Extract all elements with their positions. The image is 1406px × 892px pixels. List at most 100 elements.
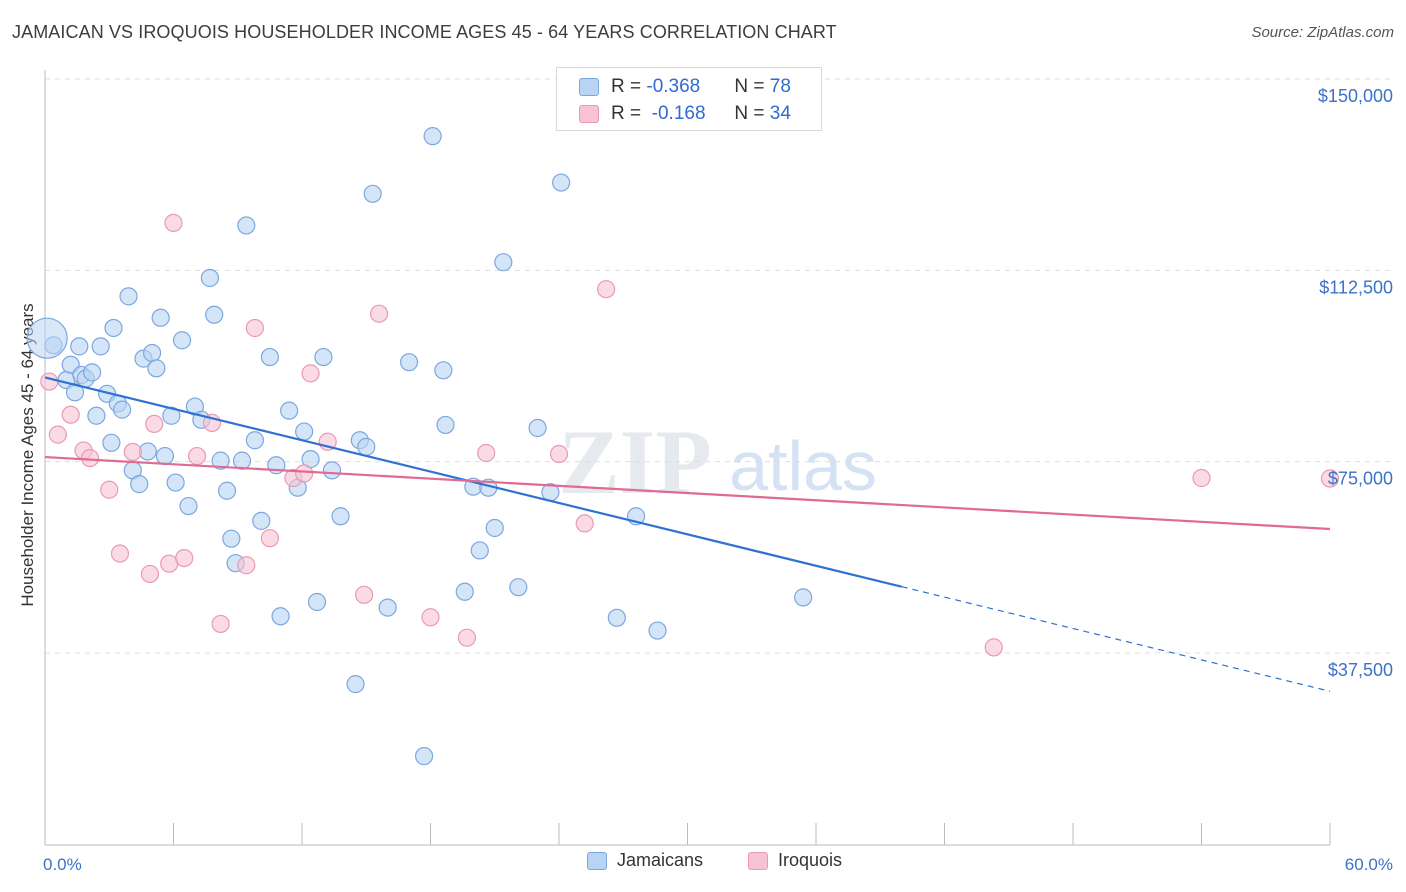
jamaicans-point	[151, 308, 170, 327]
legend-n-value: 78	[769, 76, 791, 97]
iroquois-point	[1192, 468, 1211, 488]
legend-r-label: R =	[611, 76, 647, 97]
iroquois-legend-label: Iroquois	[778, 850, 843, 870]
jamaicans-point	[470, 541, 489, 560]
jamaicans-point	[83, 363, 102, 382]
jamaicans-point	[245, 431, 264, 450]
iroquois-point	[301, 364, 320, 383]
legend-n-value: 34	[769, 103, 791, 124]
bottom-legend-iroquois: Iroquois	[748, 850, 842, 871]
iroquois-point	[80, 448, 100, 468]
legend-row-iroquois: R = -0.168 N = 34	[557, 101, 791, 127]
legend-r-value: -0.368	[646, 76, 701, 97]
jamaicans-point	[331, 507, 350, 526]
iroquois-legend-swatch	[748, 851, 768, 870]
iroquois-point	[549, 444, 569, 464]
jamaicans-point	[280, 401, 299, 420]
jamaicans-legend-swatch	[587, 851, 607, 870]
jamaicans-point	[102, 433, 121, 452]
iroquois-point	[187, 446, 207, 466]
y-tick-label: $150,000	[1318, 86, 1393, 106]
iroquois-point	[100, 480, 119, 499]
jamaicans-point	[434, 361, 453, 380]
jamaicans-point	[378, 598, 397, 617]
iroquois-point	[245, 318, 264, 338]
jamaicans-point	[552, 173, 571, 192]
jamaicans-point	[155, 446, 175, 466]
jamaicans-trend-extension	[901, 586, 1331, 692]
iroquois-point	[295, 464, 314, 483]
jamaicans-point	[414, 746, 434, 766]
jamaicans-point	[179, 496, 198, 516]
legend-row-jamaicans: R = -0.368 N = 78	[557, 74, 791, 100]
jamaicans-point	[87, 406, 106, 425]
jamaicans-point	[794, 588, 813, 607]
jamaicans-point	[217, 481, 237, 500]
iroquois-point	[575, 514, 594, 533]
jamaicans-point	[104, 318, 123, 338]
iroquois-point	[61, 405, 80, 424]
jamaicans-swatch	[579, 78, 599, 96]
iroquois-point	[370, 304, 389, 323]
legend-n-label: N =	[734, 103, 770, 124]
jamaicans-point	[399, 353, 419, 372]
jamaicans-point	[237, 216, 256, 235]
legend-n-label: N =	[734, 76, 770, 97]
iroquois-point	[355, 585, 374, 604]
jamaicans-point	[295, 422, 314, 441]
jamaicans-point	[252, 511, 271, 530]
y-tick-label: $37,500	[1328, 660, 1393, 680]
iroquois-point	[123, 442, 142, 462]
jamaicans-point	[357, 437, 376, 456]
iroquois-point	[597, 280, 616, 299]
jamaicans-point	[205, 305, 224, 324]
jamaicans-point	[423, 127, 442, 146]
iroquois-point	[164, 213, 183, 232]
jamaicans-point	[363, 184, 382, 203]
legend-r-value: -0.168	[646, 103, 706, 124]
iroquois-point	[145, 414, 164, 434]
jamaicans-point	[509, 578, 528, 597]
bottom-legend-jamaicans: Jamaicans	[587, 850, 703, 871]
y-tick-label: $112,500	[1319, 277, 1393, 297]
jamaicans-point	[142, 343, 162, 363]
jamaicans-point	[232, 451, 252, 470]
jamaicans-point	[648, 621, 667, 640]
jamaicans-point	[485, 518, 504, 538]
jamaicans-point	[166, 473, 185, 492]
jamaicans-point	[222, 529, 241, 548]
x-tick-label: 0.0%	[43, 855, 82, 874]
iroquois-swatch	[579, 105, 599, 123]
iroquois-trend-line	[44, 455, 1331, 531]
jamaicans-point	[314, 347, 333, 367]
jamaicans-point	[147, 359, 166, 378]
watermark-atlas: atlas	[729, 427, 877, 505]
jamaicans-point	[172, 331, 192, 350]
iroquois-point	[40, 372, 59, 391]
iroquois-point	[457, 628, 477, 647]
jamaicans-point	[70, 337, 89, 356]
jamaicans-point	[119, 287, 138, 306]
y-tick-label: $75,000	[1328, 469, 1393, 489]
jamaicans-legend-label: Jamaicans	[617, 850, 704, 870]
x-tick-label: 60.0%	[1345, 855, 1393, 874]
jamaicans-point	[455, 582, 474, 601]
iroquois-point	[211, 614, 230, 634]
jamaicans-point	[112, 400, 132, 419]
chart-title: JAMAICAN VS IROQUOIS HOUSEHOLDER INCOME …	[12, 22, 837, 42]
iroquois-point	[477, 443, 496, 463]
iroquois-point	[1320, 469, 1340, 488]
jamaicans-point-large	[26, 317, 68, 359]
legend-r-label: R =	[611, 103, 647, 124]
jamaicans-point	[494, 253, 513, 272]
iroquois-point	[984, 638, 1003, 657]
iroquois-point	[110, 544, 130, 563]
iroquois-point	[260, 529, 279, 548]
source-credit: Source: ZipAtlas.com	[1251, 24, 1394, 41]
jamaicans-point	[271, 607, 290, 626]
iroquois-point	[140, 564, 160, 584]
jamaicans-point	[607, 608, 626, 627]
iroquois-point	[48, 425, 67, 444]
iroquois-point	[237, 556, 256, 575]
